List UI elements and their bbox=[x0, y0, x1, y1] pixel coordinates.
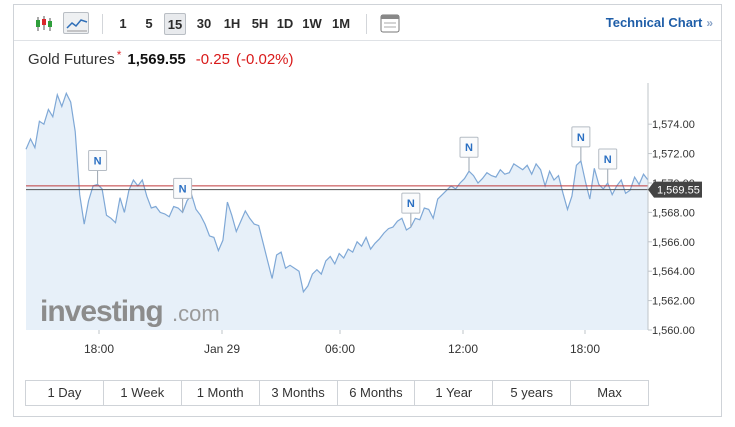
news-marker-label: N bbox=[577, 132, 585, 144]
interval-button-30[interactable]: 30 bbox=[196, 16, 212, 31]
interval-button-1[interactable]: 1 bbox=[119, 16, 127, 31]
last-price: 1,569.55 bbox=[127, 51, 186, 68]
chart-toolbar: 1 5 15 30 1H 5H 1D 1W 1M Technical Chart» bbox=[14, 5, 721, 41]
news-marker[interactable] bbox=[571, 126, 591, 148]
range-button-3-months[interactable]: 3 Months bbox=[260, 381, 338, 405]
instrument-name: Gold Futures bbox=[28, 51, 115, 68]
range-button-1-week[interactable]: 1 Week bbox=[104, 381, 182, 405]
range-button-5-years[interactable]: 5 years bbox=[493, 381, 572, 405]
range-button-1-day[interactable]: 1 Day bbox=[26, 381, 104, 405]
range-button-6-months[interactable]: 6 Months bbox=[338, 381, 416, 405]
investing-watermark: investing bbox=[40, 295, 163, 328]
candlestick-icon[interactable] bbox=[31, 12, 55, 34]
price-change-percent: (-0.02%) bbox=[235, 51, 294, 68]
y-tick-label: 1,566.00 bbox=[652, 237, 695, 249]
time-range-selector: 1 Day 1 Week 1 Month 3 Months 6 Months 1 Year… bbox=[25, 380, 649, 406]
y-tick-label: 1,560.00 bbox=[652, 325, 695, 337]
x-tick-label: 18:00 bbox=[84, 342, 114, 356]
interval-button-1w[interactable]: 1W bbox=[302, 16, 322, 31]
news-marker[interactable] bbox=[88, 149, 108, 171]
price-change: -0.25 bbox=[195, 51, 230, 68]
y-tick-label: 1,562.00 bbox=[652, 296, 695, 308]
news-marker-label: N bbox=[179, 183, 187, 195]
y-tick-label: 1,568.00 bbox=[652, 207, 695, 219]
news-marker-label: N bbox=[604, 154, 612, 166]
news-marker[interactable] bbox=[598, 148, 618, 170]
news-marker-label: N bbox=[94, 155, 102, 167]
x-tick-label: 06:00 bbox=[325, 342, 355, 356]
news-marker[interactable] bbox=[173, 177, 193, 199]
chevron-right-icon: » bbox=[706, 16, 713, 30]
price-chart[interactable]: 1,560.00 1,562.00 1,564.00 1,566.00 1,568.00… bbox=[14, 5, 721, 375]
investing-watermark-suffix: .com bbox=[172, 301, 220, 326]
interval-button-5h[interactable]: 5H bbox=[251, 16, 269, 31]
y-tick-label: 1,564.00 bbox=[652, 266, 695, 278]
line-chart-icon[interactable] bbox=[63, 12, 89, 34]
interval-button-5[interactable]: 5 bbox=[145, 16, 153, 31]
news-marker-label: N bbox=[407, 198, 415, 210]
y-tick-label: 1,574.00 bbox=[652, 119, 695, 131]
price-area bbox=[26, 93, 648, 330]
range-button-max[interactable]: Max bbox=[597, 385, 622, 400]
range-button-1-year[interactable]: 1 Year bbox=[415, 381, 494, 405]
news-marker[interactable] bbox=[459, 136, 479, 158]
toolbar-divider bbox=[366, 14, 367, 34]
interval-button-15[interactable]: 15 bbox=[164, 13, 186, 35]
range-button-1-month[interactable]: 1 Month bbox=[182, 381, 260, 405]
toolbar-divider bbox=[102, 14, 103, 34]
interval-button-1d[interactable]: 1D bbox=[276, 16, 294, 31]
price-line bbox=[25, 91, 649, 294]
instrument-header: Gold Futures * 1,569.55 -0.25 (-0.02%) bbox=[28, 48, 294, 73]
y-tick-label: 1,572.00 bbox=[652, 149, 695, 161]
x-tick-label: Jan 29 bbox=[204, 342, 240, 356]
current-price-tag bbox=[648, 181, 702, 198]
technical-chart-link[interactable]: Technical Chart» bbox=[606, 15, 713, 30]
chart-settings-icon[interactable] bbox=[377, 12, 401, 34]
current-price-tag-label: 1,569.55 bbox=[657, 185, 700, 197]
interval-button-1h[interactable]: 1H bbox=[223, 16, 241, 31]
delayed-marker-icon: * bbox=[116, 48, 122, 62]
interval-button-1m[interactable]: 1M bbox=[331, 16, 351, 31]
technical-chart-label: Technical Chart bbox=[605, 15, 703, 30]
chart-widget: 1 5 15 30 1H 5H 1D 1W 1M Technical Chart» Gold F… bbox=[13, 4, 722, 417]
x-tick-label: 18:00 bbox=[570, 342, 600, 356]
x-tick-label: 12:00 bbox=[448, 342, 478, 356]
news-marker[interactable] bbox=[401, 192, 421, 214]
news-marker-label: N bbox=[465, 142, 473, 154]
